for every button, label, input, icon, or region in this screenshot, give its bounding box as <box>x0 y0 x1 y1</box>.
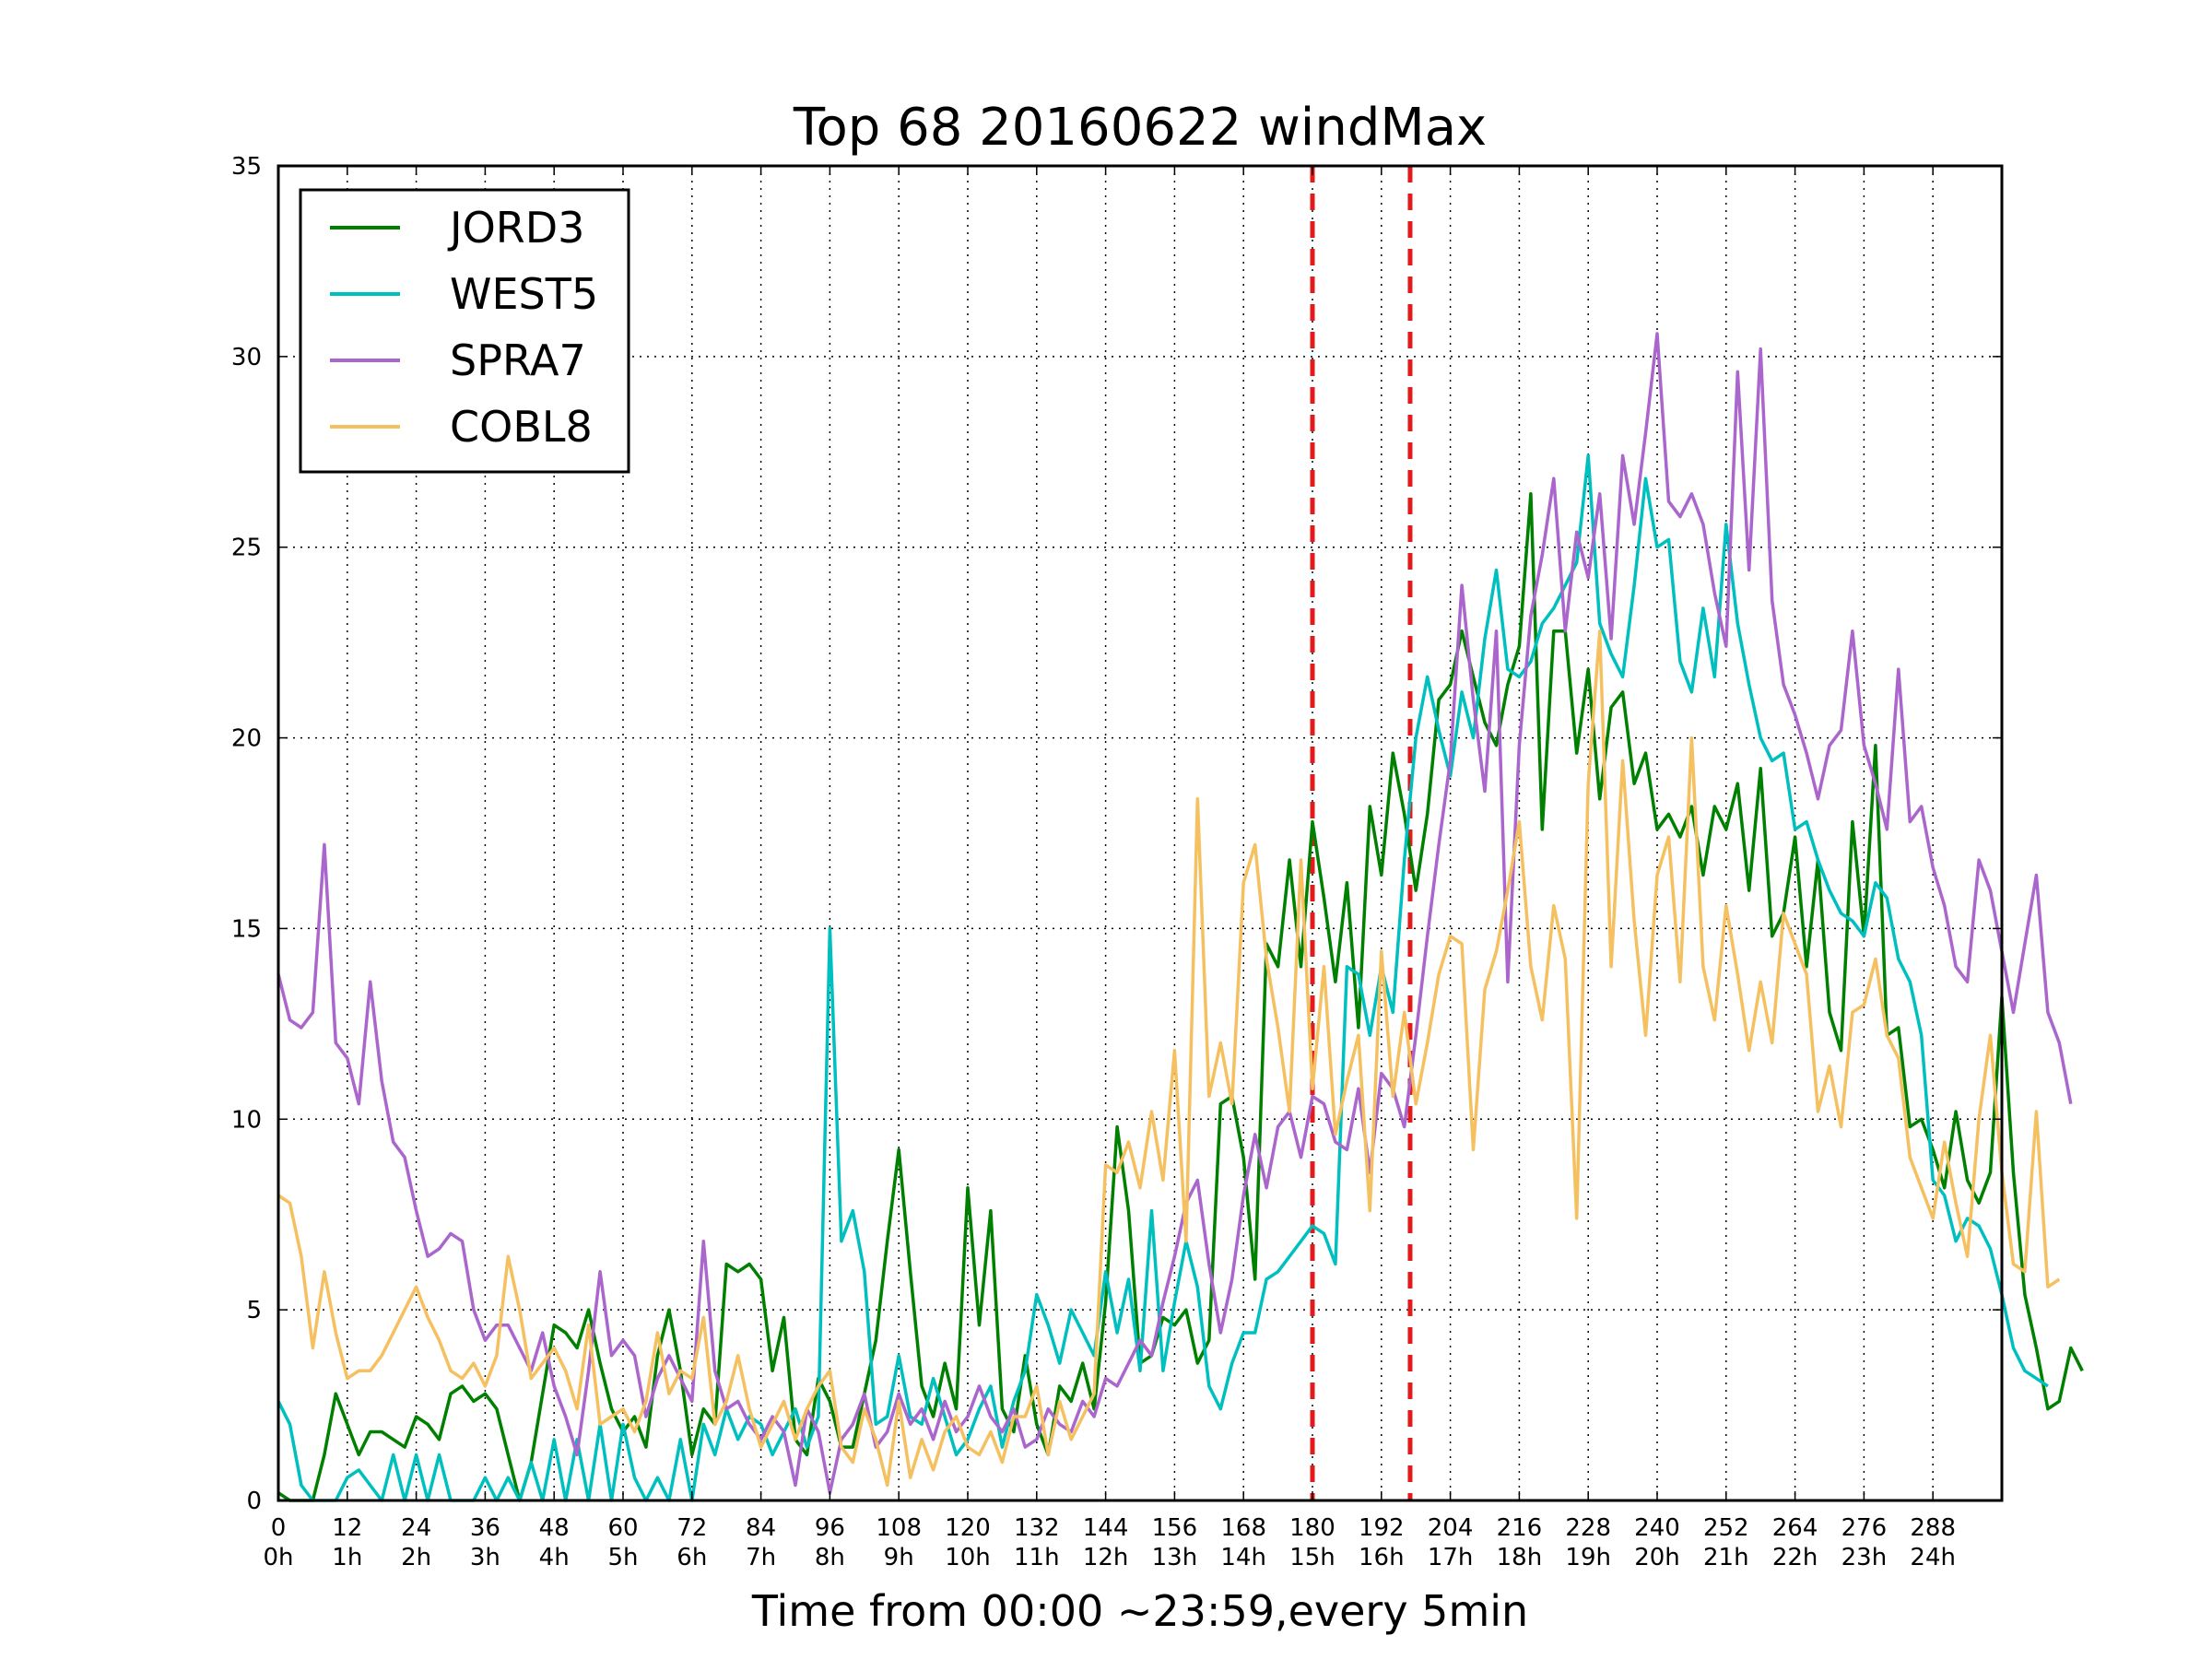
y-tick-label: 15 <box>231 915 262 943</box>
x-tick-label: 264 <box>1772 1514 1818 1542</box>
x-tick-sublabel: 7h <box>746 1544 776 1571</box>
x-tick-sublabel: 0h <box>263 1544 293 1571</box>
chart-title: Top 68 20160622 windMax <box>793 98 1487 158</box>
x-tick-sublabel: 13h <box>1152 1544 1198 1571</box>
x-tick-label: 168 <box>1220 1514 1266 1542</box>
y-tick-label: 35 <box>231 153 262 181</box>
y-tick-label: 20 <box>231 725 262 753</box>
x-tick-sublabel: 20h <box>1634 1544 1680 1571</box>
x-tick-sublabel: 8h <box>815 1544 845 1571</box>
x-tick-label: 144 <box>1083 1514 1129 1542</box>
x-tick-label: 240 <box>1634 1514 1680 1542</box>
x-tick-sublabel: 1h <box>332 1544 362 1571</box>
x-tick-label: 12 <box>332 1514 362 1542</box>
x-tick-sublabel: 12h <box>1083 1544 1129 1571</box>
x-tick-label: 204 <box>1428 1514 1474 1542</box>
plot-frame <box>276 164 2004 1502</box>
x-tick-label: 96 <box>815 1514 845 1542</box>
series-line-west5 <box>276 453 2049 1502</box>
x-tick-sublabel: 22h <box>1772 1544 1818 1571</box>
x-tick-sublabel: 21h <box>1703 1544 1749 1571</box>
legend-label: JORD3 <box>447 203 584 253</box>
x-tick-label: 192 <box>1359 1514 1405 1542</box>
legend: JORD3 WEST5 SPRA7 COBL8 <box>299 188 630 474</box>
series-line-cobl8 <box>277 629 2061 1488</box>
legend-label: WEST5 <box>450 269 598 319</box>
x-tick-label: 288 <box>1910 1514 1956 1542</box>
x-tick-sublabel: 16h <box>1359 1544 1405 1571</box>
x-tick-label: 108 <box>876 1514 922 1542</box>
x-tick-label: 252 <box>1703 1514 1749 1542</box>
x-tick-label: 72 <box>677 1514 707 1542</box>
y-tick-label: 5 <box>246 1297 262 1324</box>
x-tick-label: 84 <box>746 1514 776 1542</box>
x-tick-label: 24 <box>401 1514 431 1542</box>
x-tick-label: 228 <box>1565 1514 1611 1542</box>
x-tick-label: 48 <box>539 1514 570 1542</box>
series-line-spra7 <box>276 332 2073 1495</box>
y-tick-label: 0 <box>246 1488 262 1515</box>
legend-label: COBL8 <box>450 402 593 452</box>
x-tick-sublabel: 15h <box>1289 1544 1335 1571</box>
x-tick-label: 180 <box>1289 1514 1335 1542</box>
x-tick-sublabel: 11h <box>1014 1544 1060 1571</box>
x-tick-sublabel: 9h <box>884 1544 914 1571</box>
x-tick-sublabel: 6h <box>677 1544 707 1571</box>
x-tick-sublabel: 19h <box>1565 1544 1611 1571</box>
x-tick-sublabel: 17h <box>1428 1544 1474 1571</box>
series-lines <box>276 332 2084 1502</box>
x-tick-label: 156 <box>1152 1514 1198 1542</box>
x-tick-sublabel: 10h <box>945 1544 991 1571</box>
x-tick-sublabel: 3h <box>470 1544 500 1571</box>
legend-label: SPRA7 <box>450 335 586 385</box>
x-tick-label: 60 <box>607 1514 638 1542</box>
x-tick-sublabel: 2h <box>401 1544 431 1571</box>
y-tick-label: 30 <box>231 344 262 371</box>
x-tick-sublabel: 18h <box>1497 1544 1543 1571</box>
x-tick-label: 216 <box>1497 1514 1543 1542</box>
y-tick-label: 10 <box>231 1106 262 1134</box>
x-tick-sublabel: 14h <box>1220 1544 1266 1571</box>
x-tick-label: 36 <box>470 1514 500 1542</box>
y-tick-labels: 0 5 10 15 20 25 30 35 <box>231 153 262 1515</box>
x-axis-label: Time from 00:00 ~23:59,every 5min <box>751 1586 1528 1636</box>
x-tick-sublabel: 5h <box>607 1544 638 1571</box>
x-tick-label: 120 <box>945 1514 991 1542</box>
x-tick-sublabel: 4h <box>539 1544 570 1571</box>
y-tick-label: 25 <box>231 535 262 562</box>
axis-ticks <box>277 165 2002 1501</box>
x-tick-label: 132 <box>1014 1514 1060 1542</box>
x-tick-label: 0 <box>271 1514 287 1542</box>
x-tick-sublabel: 24h <box>1910 1544 1956 1571</box>
x-tick-sublabel: 23h <box>1841 1544 1888 1571</box>
x-tick-label: 276 <box>1841 1514 1888 1542</box>
